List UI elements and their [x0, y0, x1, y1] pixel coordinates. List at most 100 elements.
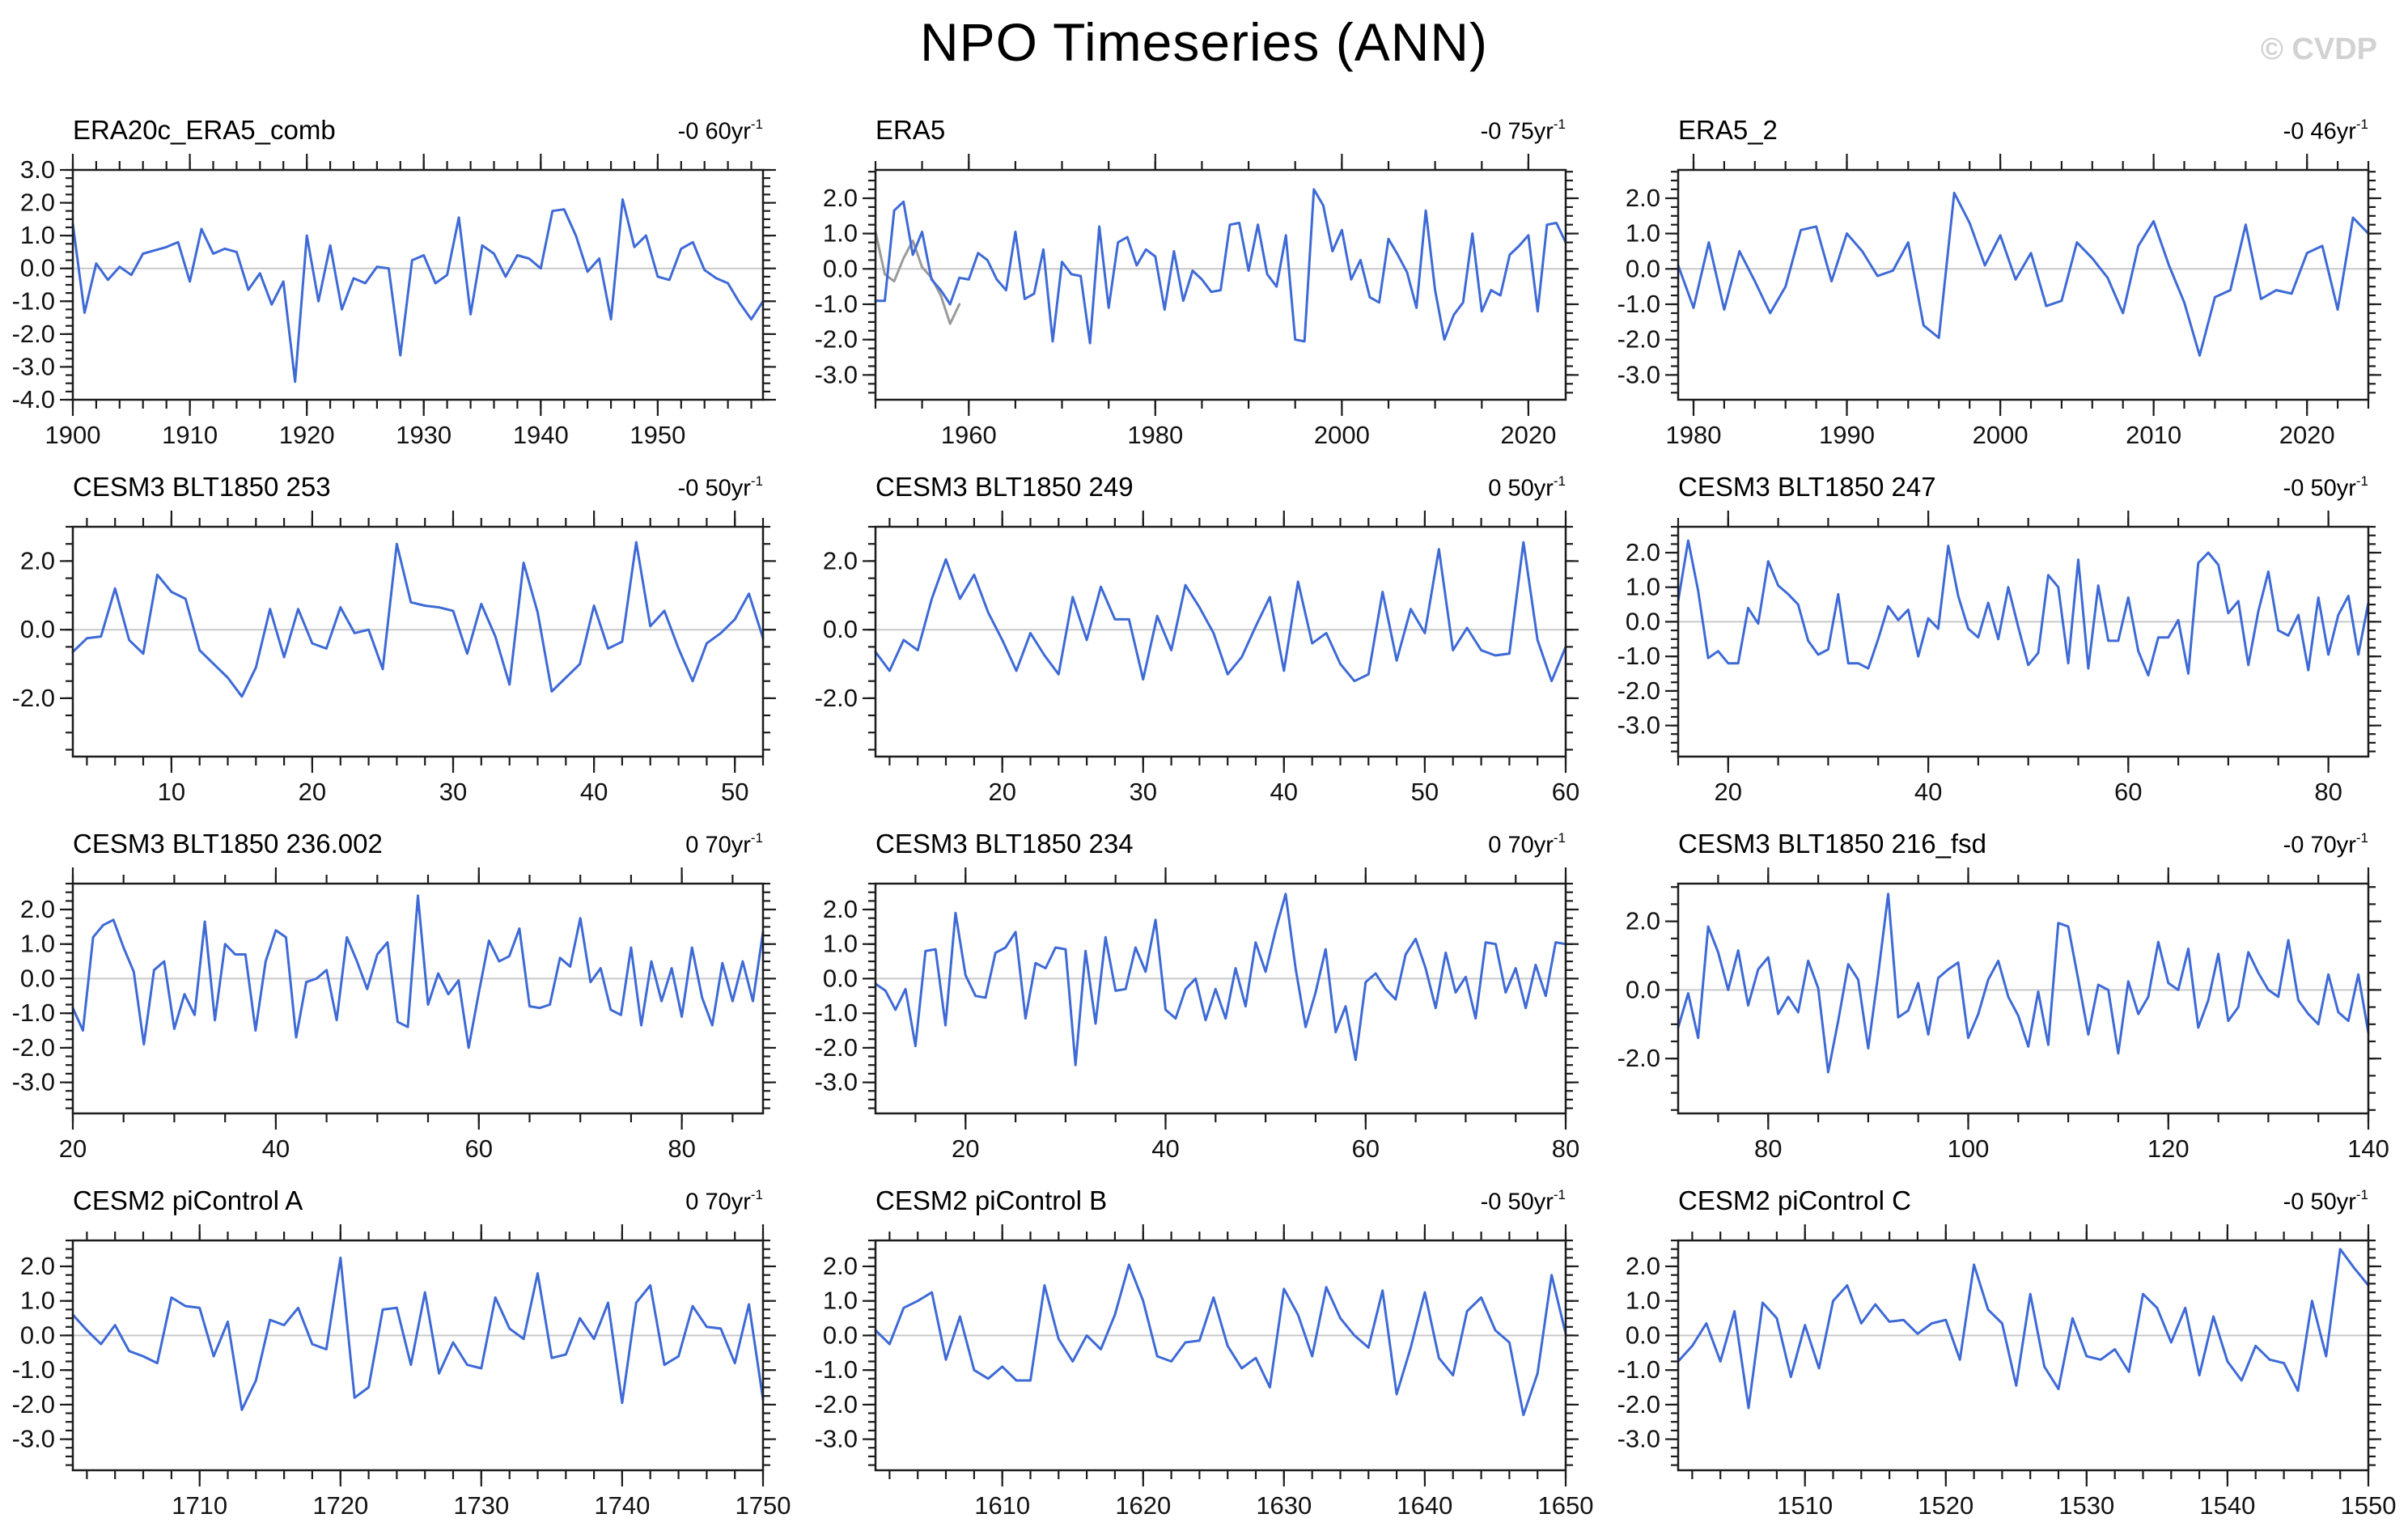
panel-trend-label: -0 60yr-1 [677, 117, 763, 145]
panel-grid: ERA20c_ERA5_comb -0 60yr-1 1900 1910 1920 1… [0, 104, 2408, 1531]
svg-text:60: 60 [1552, 778, 1579, 806]
svg-text:80: 80 [1552, 1134, 1579, 1163]
svg-text:-3.0: -3.0 [815, 1068, 858, 1096]
panel-head: ERA5_2 -0 46yr-1 [1678, 104, 2368, 151]
panel-title: CESM2 piControl B [875, 1185, 1108, 1215]
panel-title: CESM3 BLT1850 249 [875, 472, 1134, 502]
svg-text:80: 80 [2314, 778, 2342, 806]
panel-head: CESM3 BLT1850 253 -0 50yr-1 [73, 460, 763, 507]
svg-text:20: 20 [59, 1134, 87, 1163]
panel-trend-label: 0 70yr-1 [685, 830, 763, 859]
svg-text:0.0: 0.0 [1626, 607, 1660, 635]
svg-text:1.0: 1.0 [20, 930, 55, 958]
svg-text:40: 40 [262, 1134, 290, 1163]
svg-text:-3.0: -3.0 [1617, 360, 1660, 388]
svg-text:2020: 2020 [2279, 421, 2335, 449]
panel-trend-label: -0 75yr-1 [1480, 117, 1566, 145]
svg-text:1650: 1650 [1538, 1491, 1594, 1520]
panel-cesm3-blt1850-249: CESM3 BLT1850 249 0 50yr-1 20 30 40 50 60 2.0… [803, 460, 1605, 817]
svg-text:-3.0: -3.0 [1617, 1425, 1660, 1453]
panel-trend-label: 0 70yr-1 [685, 1187, 763, 1215]
panel-trend-label: 0 70yr-1 [1488, 830, 1566, 859]
svg-text:-2.0: -2.0 [1617, 676, 1660, 705]
svg-text:-1.0: -1.0 [12, 1355, 55, 1384]
svg-text:0.0: 0.0 [823, 964, 858, 992]
svg-text:1.0: 1.0 [20, 1287, 55, 1315]
svg-text:1940: 1940 [513, 421, 569, 449]
timeseries-chart: 1510 1520 1530 1540 1550 2.0 1.0 0.0 -1.0 -2.0 -3.… [1617, 1224, 2396, 1520]
svg-text:40: 40 [1914, 778, 1942, 806]
svg-text:-2.0: -2.0 [815, 1033, 858, 1062]
panel-title: CESM3 BLT1850 234 [875, 829, 1134, 859]
panel-head: CESM3 BLT1850 234 0 70yr-1 [875, 817, 1566, 864]
svg-text:1950: 1950 [630, 421, 685, 449]
panel-head: ERA5 -0 75yr-1 [875, 104, 1566, 151]
svg-text:-3.0: -3.0 [1617, 711, 1660, 740]
svg-text:-3.0: -3.0 [815, 360, 858, 388]
panel-title: CESM2 piControl C [1678, 1185, 1911, 1215]
panel-head: CESM3 BLT1850 249 0 50yr-1 [875, 460, 1566, 507]
timeseries-chart: 1960 1980 2000 2020 2.0 1.0 0.0 -1.0 -2.0 -3.0 [815, 154, 1579, 449]
svg-text:1620: 1620 [1115, 1491, 1171, 1520]
panel-head: ERA20c_ERA5_comb -0 60yr-1 [73, 104, 763, 151]
panel-title: ERA20c_ERA5_comb [73, 115, 336, 145]
svg-text:20: 20 [1715, 778, 1742, 806]
svg-text:-2.0: -2.0 [12, 320, 55, 348]
svg-text:-1.0: -1.0 [12, 286, 55, 315]
panel-title: CESM3 BLT1850 247 [1678, 472, 1936, 502]
svg-text:80: 80 [1754, 1134, 1782, 1163]
svg-text:1530: 1530 [2058, 1491, 2114, 1520]
panel-cesm2-picontrol-b: CESM2 piControl B -0 50yr-1 1610 1620 1630… [803, 1174, 1605, 1531]
svg-text:100: 100 [1948, 1134, 1990, 1163]
svg-text:2020: 2020 [1500, 421, 1556, 449]
svg-text:-2.0: -2.0 [12, 684, 55, 712]
svg-text:20: 20 [952, 1134, 979, 1163]
timeseries-chart: 20 30 40 50 60 2.0 0.0 -2.0 [815, 511, 1579, 806]
svg-text:60: 60 [2114, 778, 2142, 806]
panel-era20c-era5-comb: ERA20c_ERA5_comb -0 60yr-1 1900 1910 1920 1… [0, 104, 803, 460]
svg-text:1920: 1920 [279, 421, 335, 449]
svg-text:1910: 1910 [162, 421, 218, 449]
panel-era5: ERA5 -0 75yr-1 1960 1980 2000 2020 2.0 1.0 0.0… [803, 104, 1605, 460]
svg-text:2000: 2000 [1314, 421, 1370, 449]
panel-head: CESM3 BLT1850 216_fsd -0 70yr-1 [1678, 817, 2368, 864]
panel-title: ERA5 [875, 115, 946, 145]
svg-text:2.0: 2.0 [1626, 184, 1660, 212]
panel-trend-label: -0 70yr-1 [2283, 830, 2368, 859]
timeseries-chart: 10 20 30 40 50 2.0 0.0 -2.0 [12, 511, 776, 806]
svg-text:1.0: 1.0 [1626, 573, 1660, 601]
panel-cesm3-blt1850-234: CESM3 BLT1850 234 0 70yr-1 20 40 60 80 2.0 1.… [803, 817, 1605, 1174]
svg-text:-3.0: -3.0 [815, 1425, 858, 1453]
svg-text:1750: 1750 [736, 1491, 791, 1520]
svg-text:50: 50 [1411, 778, 1439, 806]
panel-title: CESM3 BLT1850 216_fsd [1678, 829, 1986, 859]
svg-text:1900: 1900 [45, 421, 101, 449]
panel-trend-label: -0 46yr-1 [2283, 117, 2368, 145]
svg-text:2000: 2000 [1973, 421, 2029, 449]
svg-text:-2.0: -2.0 [815, 684, 858, 712]
svg-text:1.0: 1.0 [1626, 1287, 1660, 1315]
panel-era5-2: ERA5_2 -0 46yr-1 1980 1990 2000 2010 2020 2.0… [1605, 104, 2408, 460]
svg-text:2.0: 2.0 [823, 546, 858, 575]
svg-text:1990: 1990 [1819, 421, 1875, 449]
svg-text:1610: 1610 [974, 1491, 1030, 1520]
svg-text:2.0: 2.0 [823, 895, 858, 923]
svg-text:-1.0: -1.0 [815, 1355, 858, 1384]
svg-text:1640: 1640 [1397, 1491, 1452, 1520]
svg-text:1520: 1520 [1918, 1491, 1973, 1520]
timeseries-chart: 1900 1910 1920 1930 1940 1950 3.0 2.0 1.0 0.0 -1.0… [12, 154, 776, 449]
svg-text:2.0: 2.0 [20, 546, 55, 575]
svg-text:-2.0: -2.0 [815, 325, 858, 354]
svg-text:1740: 1740 [594, 1491, 650, 1520]
svg-text:2.0: 2.0 [20, 895, 55, 923]
panel-title: CESM2 piControl A [73, 1185, 303, 1215]
svg-text:0.0: 0.0 [823, 615, 858, 643]
svg-text:0.0: 0.0 [1626, 1321, 1660, 1349]
svg-text:0.0: 0.0 [20, 615, 55, 643]
svg-text:0.0: 0.0 [1626, 975, 1660, 1003]
timeseries-chart: 1980 1990 2000 2010 2020 2.0 1.0 0.0 -1.0 -2.0 -3.… [1617, 154, 2381, 449]
svg-text:10: 10 [158, 778, 185, 806]
svg-text:140: 140 [2347, 1134, 2389, 1163]
svg-text:1.0: 1.0 [823, 219, 858, 248]
panel-title: CESM3 BLT1850 253 [73, 472, 331, 502]
